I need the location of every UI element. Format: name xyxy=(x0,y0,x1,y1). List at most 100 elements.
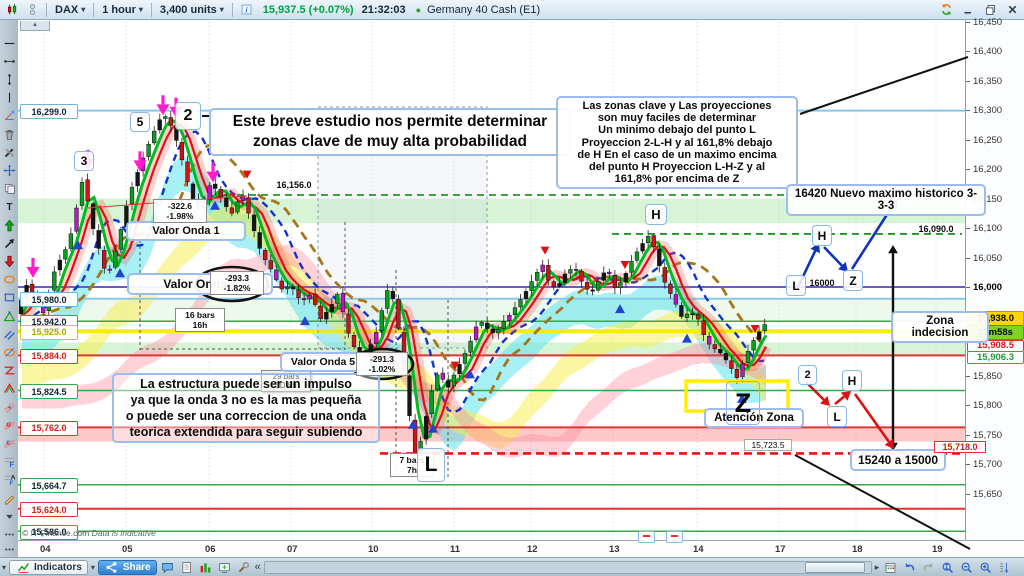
pencil-tool[interactable] xyxy=(0,489,18,507)
minimize-button[interactable] xyxy=(960,2,976,18)
wave-5-label[interactable]: 5 xyxy=(130,112,150,132)
segment-tool[interactable] xyxy=(0,52,18,70)
sell-arrow-tool[interactable] xyxy=(0,252,18,270)
level-label-15718[interactable]: 15,718.0 xyxy=(934,441,986,453)
horizontal-scrollbar[interactable] xyxy=(263,560,872,574)
price-axis[interactable]: 16,450 16,400 16,350 16,300 16,250 16,200 16,1… xyxy=(965,17,1024,557)
collapse-left-icon[interactable]: « xyxy=(254,561,261,573)
instrument-selector[interactable]: DAX ▾ xyxy=(55,3,86,16)
collapse-tab[interactable]: ▲ xyxy=(20,21,50,31)
valor-onda-1-box[interactable]: Valor Onda 1 xyxy=(126,221,246,241)
level-label-15723[interactable]: 15,723.5 xyxy=(744,439,792,451)
target-level-tag: 15,906.3 xyxy=(967,351,1024,364)
ellipse-tool[interactable] xyxy=(0,271,18,289)
fibonacci-tool[interactable]: F xyxy=(0,453,18,471)
wave3-measure[interactable]: -293.3 -1.82% xyxy=(210,271,264,295)
point-L-major-text: L xyxy=(424,453,438,476)
vertical-line-tool[interactable] xyxy=(0,89,18,107)
vertical-fit-icon[interactable] xyxy=(996,559,1012,575)
screenshot-icon[interactable] xyxy=(217,559,233,575)
price-tick: 15,700 xyxy=(965,459,1003,470)
pitchfork-tool[interactable] xyxy=(0,380,18,398)
wave-3-label[interactable]: 3 xyxy=(74,151,94,171)
zigzag-tool[interactable] xyxy=(0,362,18,380)
projection-16000-label[interactable]: 16000 xyxy=(804,278,840,288)
restore-button[interactable] xyxy=(982,2,998,18)
parallel-lines-tool[interactable] xyxy=(0,325,18,343)
trend-arrow-tool[interactable] xyxy=(0,234,18,252)
market-depth-icon[interactable] xyxy=(198,559,214,575)
triangle-tool[interactable] xyxy=(0,307,18,325)
bear-projection-H[interactable]: H xyxy=(842,370,862,391)
news-icon[interactable] xyxy=(179,559,195,575)
target-box[interactable]: 15240 a 15000 xyxy=(850,449,946,471)
market-name: Germany 40 Cash (E1) xyxy=(427,3,541,16)
title-box[interactable]: Este breve estudio nos permite determina… xyxy=(209,108,571,156)
object-tools[interactable] xyxy=(0,143,18,161)
point-Z-major[interactable]: Z xyxy=(726,381,760,425)
bars-count-7-text: 7 bars xyxy=(399,455,425,465)
regression-channel-tool[interactable]: c xyxy=(0,434,18,452)
chart-style-icon[interactable] xyxy=(4,2,20,18)
chevron-down-icon[interactable]: ▾ xyxy=(2,562,7,572)
bear-projection-2[interactable]: 2 xyxy=(798,365,817,385)
bars-count-7-text: 7h xyxy=(407,465,417,475)
rectangle-tool[interactable] xyxy=(0,289,18,307)
wave-2-label-text: 2 xyxy=(183,107,193,124)
zoom-in-icon[interactable] xyxy=(977,559,993,575)
wave-2-label[interactable]: 2 xyxy=(175,102,201,130)
settings-wrench-icon[interactable] xyxy=(236,559,252,575)
zona-indecision-box[interactable]: Zona indecision xyxy=(891,311,989,343)
structure-note-box[interactable]: La estructura puede ser un impulso ya que… xyxy=(112,373,380,443)
delete-tool[interactable] xyxy=(0,125,18,143)
scroll-right-icon[interactable]: ▸ xyxy=(874,561,880,572)
timeframe-selector[interactable]: 1 hour ▾ xyxy=(102,3,143,16)
bear-projection-L[interactable]: L xyxy=(827,406,847,427)
bull-projection-Z[interactable]: Z xyxy=(843,270,863,291)
channel-tool[interactable] xyxy=(0,398,18,416)
crossed-ellipse-tool[interactable] xyxy=(0,343,18,361)
units-selector[interactable]: 3,400 units ▾ xyxy=(159,3,224,16)
point-L-major[interactable]: L xyxy=(417,448,445,482)
redo-icon[interactable] xyxy=(920,559,936,575)
zoom-out-icon[interactable] xyxy=(958,559,974,575)
extra-tools[interactable] xyxy=(0,525,18,543)
scrollbar-thumb[interactable] xyxy=(804,561,865,573)
info-icon[interactable]: i xyxy=(239,2,255,18)
undo-icon[interactable] xyxy=(901,559,917,575)
refresh-icon[interactable] xyxy=(938,2,954,18)
close-button[interactable] xyxy=(1004,2,1020,18)
text-tool[interactable]: T xyxy=(0,198,18,216)
std-dev-channel-tool[interactable]: σ xyxy=(0,416,18,434)
point-H-label[interactable]: H xyxy=(645,204,667,225)
vertical-segment-tool[interactable] xyxy=(0,70,18,88)
projection-note-box[interactable]: Las zonas clave y Las proyecciones son mu… xyxy=(556,96,798,190)
bull-projection-H[interactable]: H xyxy=(812,225,832,246)
duplicate-tool[interactable] xyxy=(0,180,18,198)
title-box-text: Este breve estudio nos permite determina… xyxy=(232,113,548,130)
more-options-icon[interactable] xyxy=(1,541,17,557)
workspace-icon[interactable] xyxy=(24,2,40,18)
level-label-16090[interactable]: 16,090.0 xyxy=(912,224,960,234)
chevron-down-icon[interactable]: ▾ xyxy=(90,562,95,572)
zoom-fit-icon[interactable] xyxy=(939,559,955,575)
angle-tool[interactable] xyxy=(0,107,18,125)
buy-arrow-tool[interactable] xyxy=(0,216,18,234)
move-tool[interactable] xyxy=(0,161,18,179)
bull-projection-L[interactable]: L xyxy=(786,275,806,296)
new-high-box[interactable]: 16420 Nuevo maximo historico 3-3-3 xyxy=(786,184,986,216)
valor-onda-5-box[interactable]: Valor Onda 5 xyxy=(280,352,366,372)
indicators-button[interactable]: Indicators xyxy=(9,559,88,575)
level-label-16156[interactable]: 16,156.0 xyxy=(268,180,320,190)
time-axis[interactable]: 04 05 06 07 10 11 12 13 14 17 18 19 xyxy=(18,540,1024,558)
chat-icon[interactable] xyxy=(160,559,176,575)
calendar-icon[interactable] xyxy=(882,559,898,575)
wave1-measure[interactable]: -322.6 -1.98% xyxy=(153,199,207,223)
more-tools-dropdown[interactable] xyxy=(0,507,18,525)
horizontal-line-tool[interactable] xyxy=(0,34,18,52)
wave5-measure[interactable]: -291.3 -1.02% xyxy=(356,352,408,376)
share-button[interactable]: Share xyxy=(97,559,157,575)
bars-count-16[interactable]: 16 bars 16h xyxy=(175,308,225,332)
separator xyxy=(93,2,95,17)
